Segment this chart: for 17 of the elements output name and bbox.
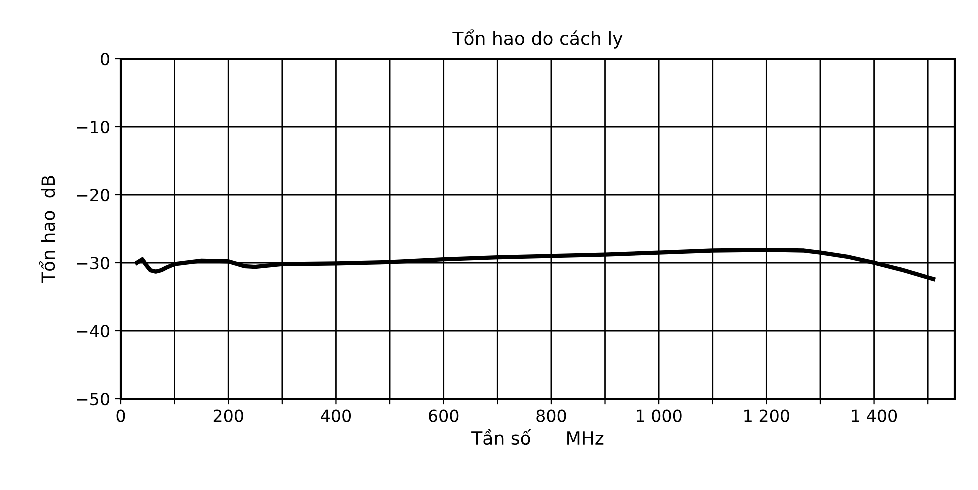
y-axis-title: Tổn hao dB (39, 176, 56, 284)
chart-title: Tổn hao do cách ly (452, 30, 623, 49)
x-tick-label: 1 400 (852, 410, 898, 422)
y-tick-label: −40 (77, 324, 110, 338)
x-tick-label: 200 (214, 410, 244, 422)
y-tick-label: −50 (77, 392, 110, 406)
x-tick-label: 1 200 (744, 410, 790, 422)
y-tick-label: −10 (77, 120, 110, 134)
y-tick-label: −30 (77, 256, 110, 270)
y-tick-label: 0 (101, 52, 110, 66)
x-tick-label: 800 (536, 410, 566, 422)
x-axis-title: Tần số MHz (472, 430, 604, 446)
y-tick-label: −20 (77, 188, 110, 202)
x-tick-label: 1 000 (637, 410, 682, 422)
x-tick-label: 600 (429, 410, 459, 422)
x-tick-label: 0 (116, 410, 126, 422)
x-tick-label: 400 (321, 410, 352, 422)
